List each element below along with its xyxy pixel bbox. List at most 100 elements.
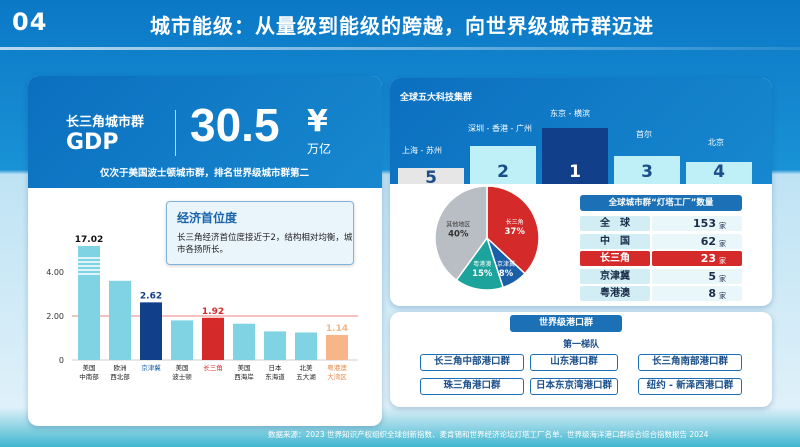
lighthouse-count-cell: 153 家 xyxy=(652,216,742,231)
bar xyxy=(264,331,286,360)
bar xyxy=(109,280,131,360)
data-source: 数据来源：2023 世界知识产权组织全球创新指数、麦肯锡和世界经济论坛灯塔工厂名… xyxy=(268,430,709,439)
slice-value: 37% xyxy=(504,227,525,237)
bar xyxy=(295,332,317,360)
currency-symbol: ¥ xyxy=(307,104,328,139)
lighthouse-count: 5 xyxy=(708,269,716,283)
category-label: 北美 xyxy=(300,363,314,372)
podium-column: 2 xyxy=(470,146,536,184)
gdp-banner: 长三角城市群 GDP 30.5 ¥ 万亿 仅次于美国波士顿城市群，排名世界级城市… xyxy=(28,76,382,188)
data-label: 1.14 xyxy=(326,324,348,334)
region-name: 长三角城市群 xyxy=(66,115,145,130)
cluster-name: 东京 - 横滨 xyxy=(550,109,590,118)
data-label: 2.62 xyxy=(140,291,162,301)
gdp-note: 仅次于美国波士顿城市群，排名世界级城市群第二 xyxy=(100,168,310,179)
bar xyxy=(78,246,100,360)
port-item: 纽约 - 新泽西港口群 xyxy=(638,378,742,395)
cluster-rank: 3 xyxy=(641,162,653,182)
ports-card: 世界级港口群 第一梯队 长三角中部港口群 山东港口群 长三角南部港口群 珠三角港… xyxy=(390,312,772,407)
slice-value: 8% xyxy=(499,269,514,279)
lighthouse-unit: 家 xyxy=(719,257,726,265)
tech-cluster-card: 全球五大科技集群 上海 - 苏州 5 深圳 - 香港 - 广州 2 东京 - 横滨 1 首尔… xyxy=(390,78,772,306)
category-label: 西北部 xyxy=(110,372,130,381)
lighthouse-count-cell: 23 家 xyxy=(652,251,742,266)
bar xyxy=(171,320,193,360)
slice-value: 40% xyxy=(448,230,469,240)
gdp-value: 30.5 xyxy=(190,99,280,151)
lighthouse-unit: 家 xyxy=(719,292,726,300)
cluster-name: 深圳 - 香港 - 广州 xyxy=(468,124,532,133)
category-label: 粤港澳 xyxy=(327,363,347,372)
lighthouse-count: 8 xyxy=(708,287,716,300)
slice-name: 粤港澳 xyxy=(473,260,491,268)
lighthouse-row: 粤港澳 8 家 xyxy=(580,286,742,302)
podium-column: 5 xyxy=(398,168,464,188)
pie-slice xyxy=(486,185,540,275)
primacy-callout: 经济首位度 长三角经济首位度接近于2，结构相对均衡，城市各扬所长。 xyxy=(166,201,354,265)
port-item: 日本东京湾港口群 xyxy=(530,378,618,395)
category-label: 大湾区 xyxy=(327,372,347,381)
category-label: 美国 xyxy=(176,363,189,372)
lighthouse-count-cell: 62 家 xyxy=(652,233,742,249)
cluster-rank: 4 xyxy=(713,162,725,182)
header-divider xyxy=(0,47,800,50)
bar xyxy=(140,302,162,360)
category-label: 中南部 xyxy=(79,372,99,381)
lighthouse-count: 62 xyxy=(700,234,716,248)
cluster-rank: 2 xyxy=(497,162,509,182)
category-label: 日本 xyxy=(269,363,283,372)
lighthouse-count: 23 xyxy=(700,252,716,265)
bar xyxy=(202,317,224,360)
port-item: 山东港口群 xyxy=(530,354,618,371)
category-label: 欧洲 xyxy=(114,363,127,372)
podium-title: 全球五大科技集群 xyxy=(400,93,473,103)
category-label: 波士顿 xyxy=(172,372,192,381)
cluster-name: 上海 - 苏州 xyxy=(402,146,442,155)
bar xyxy=(326,334,348,360)
header: 04 城市能级：从量级到能级的跨越，向世界级城市群迈进 xyxy=(0,0,800,52)
lighthouse-unit: 家 xyxy=(719,274,726,283)
pie-slice xyxy=(434,185,488,282)
port-item: 长三角南部港口群 xyxy=(638,354,742,371)
y-tick-label: 4.00 xyxy=(46,268,64,277)
podium-column: 4 xyxy=(686,162,752,184)
pie-slice xyxy=(455,236,505,291)
callout-text: 长三角经济首位度接近于2，结构相对均衡，城市各扬所长。 xyxy=(177,233,353,255)
cluster-name: 首尔 xyxy=(636,130,652,139)
ports-tier: 第一梯队 xyxy=(562,340,599,350)
cluster-rank: 1 xyxy=(569,162,581,182)
slice-value: 15% xyxy=(472,269,493,279)
category-label: 美国 xyxy=(238,363,251,372)
category-label: 西海岸 xyxy=(234,372,254,381)
lighthouse-region: 长三角 xyxy=(580,251,650,266)
podium-column: 1 xyxy=(542,128,608,184)
lighthouse-title: 全球城市群“灯塔工厂”数量 xyxy=(580,195,742,211)
port-item: 珠三角港口群 xyxy=(420,378,524,395)
podium-column: 3 xyxy=(614,156,680,184)
lighthouse-row: 京津冀 5 家 xyxy=(580,268,742,285)
callout-title: 经济首位度 xyxy=(177,211,238,225)
lighthouse-count: 153 xyxy=(693,217,716,230)
data-label: 17.02 xyxy=(75,235,103,245)
category-label: 长三角 xyxy=(203,363,223,372)
cluster-rank: 5 xyxy=(425,168,437,188)
bar xyxy=(233,323,255,360)
gdp-unit: 万亿 xyxy=(307,142,332,156)
gdp-label: GDP xyxy=(66,130,119,155)
lighthouse-unit: 家 xyxy=(719,239,726,248)
lighthouse-region: 京津冀 xyxy=(580,268,650,284)
slice-name: 长三角 xyxy=(506,218,524,226)
slice-name: 京津冀 xyxy=(497,260,515,268)
slice-name: 其他地区 xyxy=(446,221,470,229)
page-title: 城市能级：从量级到能级的跨越，向世界级城市群迈进 xyxy=(150,14,654,38)
data-label: 1.92 xyxy=(202,307,224,317)
lighthouse-region: 粤港澳 xyxy=(580,286,650,301)
section-number: 04 xyxy=(12,8,48,36)
category-label: 东海道 xyxy=(265,372,285,381)
y-tick-label: 2.00 xyxy=(46,312,64,321)
banner-divider xyxy=(175,110,176,156)
